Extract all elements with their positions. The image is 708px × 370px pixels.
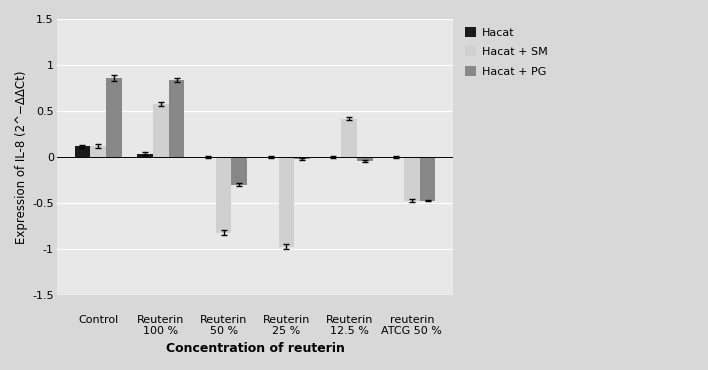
Bar — [169, 80, 184, 157]
Bar — [232, 157, 247, 185]
Bar — [74, 146, 91, 157]
Bar — [295, 157, 310, 159]
Bar — [357, 157, 372, 161]
Bar — [420, 157, 435, 201]
Y-axis label: Expression of IL-8 (2^−ΔΔCt): Expression of IL-8 (2^−ΔΔCt) — [15, 70, 28, 244]
Bar — [404, 157, 420, 201]
Bar — [106, 78, 122, 157]
Bar — [278, 157, 295, 246]
Bar — [137, 154, 153, 157]
X-axis label: Concentration of reuterin: Concentration of reuterin — [166, 342, 345, 355]
Legend: Hacat, Hacat + SM, Hacat + PG: Hacat, Hacat + SM, Hacat + PG — [463, 24, 550, 79]
Bar — [341, 118, 357, 157]
Bar — [216, 157, 232, 233]
Bar — [153, 104, 169, 157]
Bar — [91, 146, 106, 157]
